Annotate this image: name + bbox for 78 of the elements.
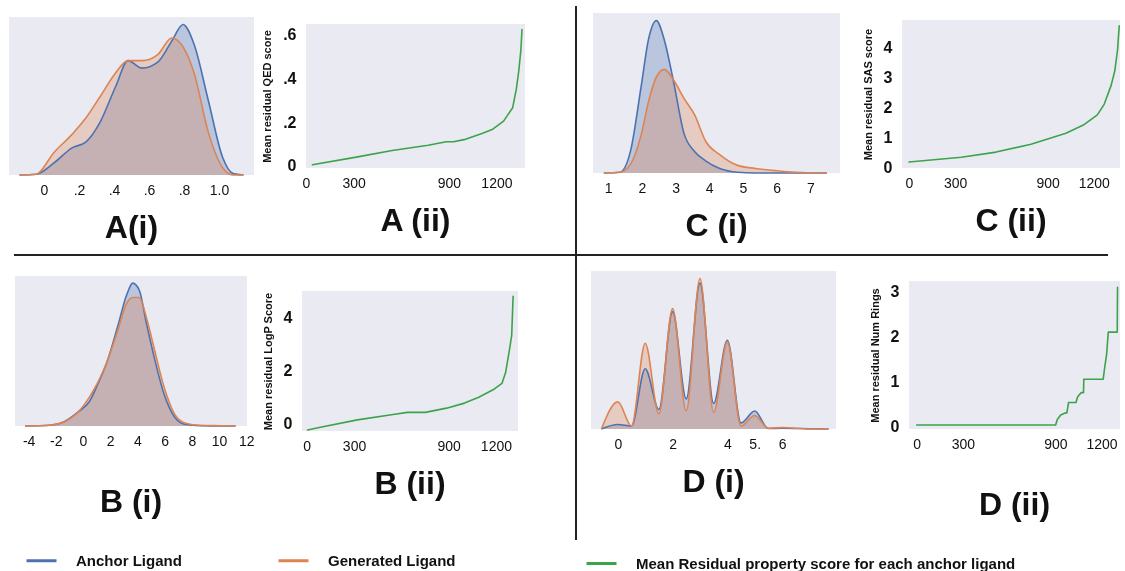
text: B (i)	[99, 483, 163, 519]
x-tick-label: -4	[22, 432, 36, 449]
x-tick-label: 7	[806, 179, 815, 196]
x-tick-label: 900	[437, 437, 462, 454]
y-tick-label: 4	[883, 38, 893, 56]
y-tick-label: 1	[890, 372, 900, 390]
y-axis-title: Mean residual SAS score	[861, 28, 874, 161]
x-tick-label: 300	[342, 437, 367, 454]
y-tick-label: .6	[283, 26, 297, 44]
x-tick-label: 900	[1044, 435, 1068, 452]
x-tick-label: 0	[302, 174, 311, 191]
y-tick-label: .2	[283, 113, 297, 131]
y-tick-label: .4	[283, 70, 297, 88]
y-tick-label: 4	[283, 309, 293, 327]
x-tick-label: 900	[437, 174, 462, 191]
x-tick-label: 300	[342, 174, 366, 191]
line-series	[915, 286, 1119, 426]
x-tick-label: 1200	[480, 437, 513, 454]
x-tick-label: 1200	[1078, 174, 1111, 191]
x-tick-label: 300	[943, 174, 968, 191]
x-tick-label: 0	[913, 435, 922, 452]
x-tick-label: .4	[108, 181, 121, 198]
x-tick-label: 0	[905, 174, 914, 191]
x-tick-label: 6	[778, 435, 787, 452]
x-tick-label: 10	[211, 432, 228, 449]
text: C (i)	[685, 207, 748, 243]
y-axis-title: Mean residual QED score	[261, 30, 274, 163]
legend-label: Mean Residual property score for each anchor ligand	[636, 554, 1016, 571]
text: D (i)	[682, 463, 745, 499]
x-tick-label: 4	[723, 435, 732, 452]
x-tick-label: .8	[178, 181, 191, 198]
x-tick-label: 2	[638, 179, 647, 196]
x-tick-label: 4	[133, 432, 142, 449]
x-tick-label: 4	[705, 179, 714, 196]
x-tick-label: 900	[1036, 174, 1060, 191]
x-tick-label: 1200	[481, 174, 513, 191]
y-tick-label: 2	[283, 362, 293, 380]
y-tick-label: 3	[883, 68, 893, 86]
x-tick-label: 2	[669, 435, 678, 452]
y-tick-label: 2	[890, 328, 900, 346]
legend-label: Generated Ligand	[328, 551, 456, 569]
y-tick-label: 0	[890, 417, 900, 435]
x-tick-label: -2	[50, 432, 63, 449]
line-series	[311, 28, 523, 166]
y-tick-label: 0	[283, 415, 293, 433]
x-tick-label: 0	[303, 437, 312, 454]
x-tick-label: 1.0	[209, 181, 230, 198]
y-tick-label: 2	[883, 98, 893, 116]
x-tick-label: .2	[73, 181, 86, 198]
text: C (ii)	[975, 202, 1047, 238]
x-tick-label: 5.	[749, 435, 762, 452]
text: B (ii)	[374, 465, 446, 501]
x-tick-label: 0	[40, 181, 49, 198]
x-tick-label: 2	[106, 432, 115, 449]
x-tick-label: 12	[238, 432, 255, 449]
x-tick-label: .6	[143, 181, 156, 198]
y-axis-title: Mean residual LogP Score	[261, 292, 274, 431]
x-tick-label: 6	[161, 432, 170, 449]
x-tick-label: 6	[773, 179, 782, 196]
line-series	[908, 24, 1121, 163]
y-tick-label: 0	[287, 157, 297, 175]
x-tick-label: 0	[79, 432, 88, 449]
line-series	[306, 295, 514, 431]
x-tick-label: 300	[951, 435, 976, 452]
text: D (ii)	[978, 486, 1051, 522]
x-tick-label: 1	[604, 179, 613, 196]
text: A(i)	[104, 209, 159, 245]
text: A (ii)	[380, 202, 451, 238]
x-tick-label: 3	[672, 179, 681, 196]
x-tick-label: 0	[614, 435, 623, 452]
x-tick-label: 1200	[1086, 435, 1118, 452]
y-tick-label: 0	[883, 158, 893, 176]
y-tick-label: 3	[890, 283, 900, 301]
x-tick-label: 8	[188, 432, 197, 449]
y-tick-label: 1	[883, 128, 893, 146]
x-tick-label: 5	[739, 179, 748, 196]
y-axis-title: Mean residual Num Rings	[868, 288, 881, 423]
legend-label: Anchor Ligand	[76, 551, 182, 569]
